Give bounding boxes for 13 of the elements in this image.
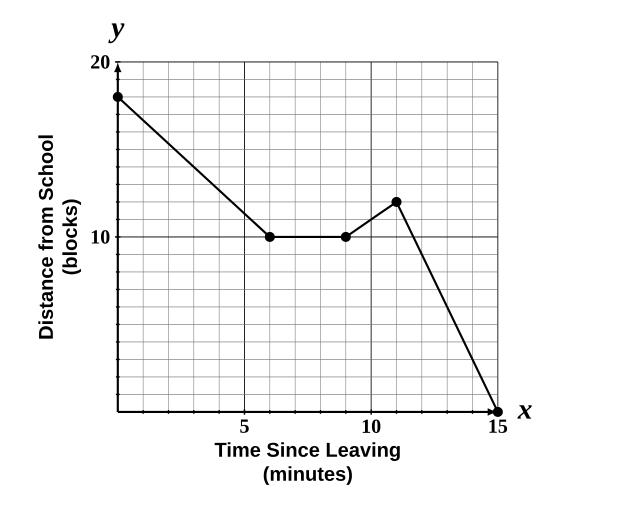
y-axis-title: Distance from School (blocks) [38, 135, 82, 339]
x-tick-label: 10 [362, 420, 380, 434]
point [492, 406, 503, 418]
text: y [108, 23, 124, 44]
x-tick-label: 15 [489, 420, 508, 433]
point [112, 92, 123, 102]
x-axis-title: Time Since Leaving (minutes) [214, 442, 400, 485]
point [264, 232, 275, 242]
text: x [517, 405, 532, 419]
point [340, 232, 351, 242]
y-tick-label: 20 [91, 55, 110, 69]
x-tick-label: 5 [240, 420, 249, 433]
point [391, 196, 402, 208]
